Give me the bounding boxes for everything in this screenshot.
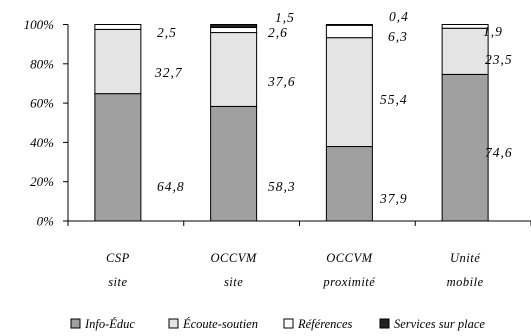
- legend-label: Info-Éduc: [84, 317, 135, 331]
- bar-segment-services-sur-place: [325, 24, 373, 26]
- y-tick-label: 0%: [37, 214, 55, 229]
- legend-swatch: [283, 318, 294, 329]
- bar-segment-ecoute-soutien: [94, 28, 142, 95]
- legend-item-info-educ: Info-Éduc: [70, 317, 135, 331]
- legend: Info-Éduc Écoute-soutien Références Service…: [70, 317, 485, 331]
- legend-item-services-sur-place: Services sur place: [379, 317, 485, 331]
- bar-segment-info-educ: [441, 73, 489, 222]
- bar-segment-info-educ: [94, 93, 142, 222]
- bar-segment-references: [210, 26, 258, 34]
- legend-swatch: [379, 318, 390, 329]
- y-tick-label: 20%: [30, 174, 54, 189]
- data-label-info-educ: 74,6: [485, 145, 513, 160]
- category-label: OCCVM: [326, 251, 372, 265]
- category-label: site: [108, 275, 127, 289]
- data-label-ecoute-soutien: 37,6: [267, 74, 296, 89]
- legend-label: Écoute-soutien: [182, 317, 258, 331]
- bar-segment-ecoute-soutien: [325, 37, 373, 148]
- category-label: Unité: [450, 251, 480, 265]
- legend-swatch: [70, 318, 81, 329]
- category-label: site: [224, 275, 243, 289]
- data-label-services-sur-place: 1,5: [275, 10, 295, 25]
- bar-segment-services-sur-place: [210, 24, 258, 28]
- y-tick-label: 80%: [30, 56, 54, 71]
- legend-label: Services sur place: [394, 317, 485, 331]
- data-label-info-educ: 64,8: [157, 179, 185, 194]
- data-label-references: 1,9: [483, 24, 503, 39]
- data-label-ecoute-soutien: 23,5: [485, 52, 513, 67]
- legend-item-ecoute-soutien: Écoute-soutien: [168, 317, 258, 331]
- category-label: mobile: [447, 275, 484, 289]
- category-label: OCCVM: [211, 251, 257, 265]
- data-labels: 64,8 32,7 2,5 58,3 37,6 2,61,5 37,9 55,4 6,3 0,4 7…: [154, 9, 513, 206]
- bars: [94, 24, 489, 222]
- data-label-ecoute-soutien: 55,4: [380, 92, 408, 107]
- data-label-references: 2,5: [157, 25, 177, 40]
- data-label-ecoute-soutien: 32,7: [154, 65, 183, 80]
- data-label-services-sur-place: 0,4: [389, 9, 409, 24]
- bar-segment-ecoute-soutien: [441, 27, 489, 75]
- legend-label: Références: [297, 317, 352, 331]
- data-label-references: 2,6: [268, 25, 288, 40]
- axes: 0% 20% 40% 60% 80% 100% CSP site OCCVM site OCCVM p…: [24, 17, 531, 289]
- bar-segment-references: [325, 24, 373, 39]
- bar-segment-references: [441, 24, 489, 29]
- bar-segment-info-educ: [325, 146, 373, 222]
- data-label-references: 6,3: [388, 29, 408, 44]
- data-label-info-educ: 58,3: [268, 179, 296, 194]
- data-label-info-educ: 37,9: [379, 191, 408, 206]
- legend-item-references: Références: [283, 317, 352, 331]
- category-label: CSP: [106, 251, 130, 265]
- bar-segment-references: [94, 24, 142, 30]
- category-label: proximité: [322, 275, 375, 289]
- y-tick-label: 60%: [30, 96, 54, 111]
- y-tick-label: 40%: [30, 135, 54, 150]
- legend-swatch: [168, 318, 179, 329]
- bar-segment-info-educ: [210, 105, 258, 222]
- bar-segment-ecoute-soutien: [210, 32, 258, 107]
- y-tick-label: 100%: [24, 17, 55, 32]
